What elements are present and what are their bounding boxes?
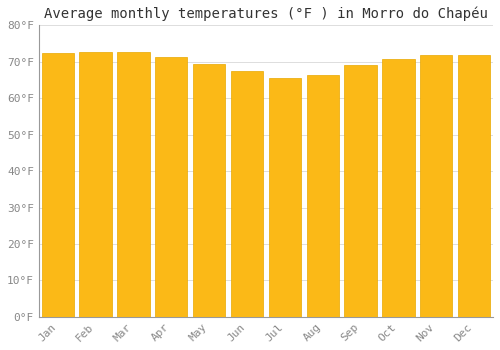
Bar — [420, 55, 452, 317]
Bar — [269, 78, 301, 317]
Bar — [306, 75, 339, 317]
Bar — [118, 52, 150, 317]
Bar — [80, 52, 112, 317]
Bar — [42, 54, 74, 317]
Title: Average monthly temperatures (°F ) in Morro do Chapéu: Average monthly temperatures (°F ) in Mo… — [44, 7, 488, 21]
Bar — [458, 55, 490, 317]
Bar — [155, 57, 188, 317]
Bar — [344, 65, 376, 317]
Bar — [231, 71, 263, 317]
Bar — [382, 58, 414, 317]
Bar — [193, 64, 225, 317]
